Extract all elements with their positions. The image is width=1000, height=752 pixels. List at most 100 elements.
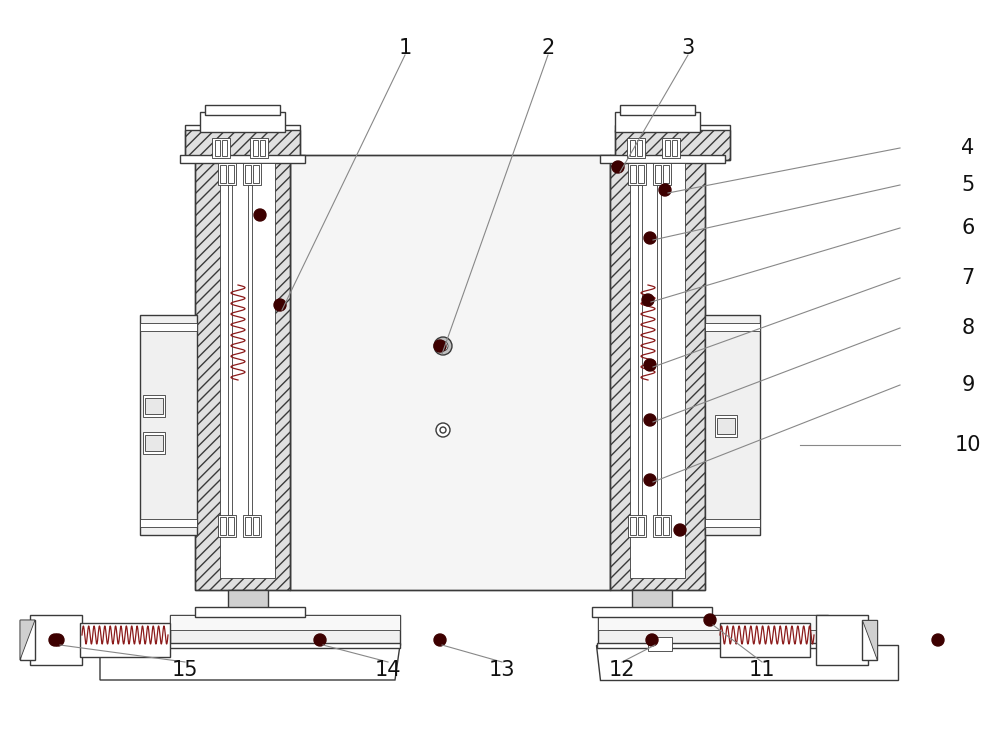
Circle shape xyxy=(704,614,716,626)
Circle shape xyxy=(434,634,446,646)
Circle shape xyxy=(659,184,671,196)
Polygon shape xyxy=(596,645,898,680)
Bar xyxy=(195,607,305,617)
Text: 1: 1 xyxy=(398,38,412,58)
Bar xyxy=(655,165,661,183)
Bar xyxy=(600,155,725,163)
Bar xyxy=(598,615,828,645)
Bar xyxy=(200,112,285,132)
Bar xyxy=(653,163,671,185)
Bar xyxy=(705,315,760,535)
Text: 12: 12 xyxy=(609,660,635,680)
Bar xyxy=(165,643,400,648)
Bar xyxy=(195,155,290,590)
Text: 5: 5 xyxy=(961,175,975,195)
Bar xyxy=(143,432,165,454)
Bar xyxy=(228,165,234,183)
Bar xyxy=(630,165,636,183)
Bar xyxy=(290,155,610,590)
Text: 10: 10 xyxy=(955,435,981,455)
Bar xyxy=(705,519,760,527)
Bar xyxy=(243,515,261,537)
Bar xyxy=(140,323,197,331)
Polygon shape xyxy=(100,645,400,680)
Bar xyxy=(185,130,300,160)
Bar xyxy=(220,163,275,578)
Bar xyxy=(248,185,252,515)
Bar xyxy=(253,140,258,156)
Circle shape xyxy=(434,337,452,355)
Bar xyxy=(598,615,828,630)
Bar xyxy=(228,517,234,535)
Bar xyxy=(228,590,268,625)
Circle shape xyxy=(434,340,446,352)
Bar xyxy=(720,623,810,657)
Bar xyxy=(610,155,705,590)
Text: 6: 6 xyxy=(961,218,975,238)
Bar xyxy=(705,323,760,331)
Circle shape xyxy=(436,423,450,437)
Bar xyxy=(592,607,712,617)
Circle shape xyxy=(49,634,61,646)
Bar xyxy=(638,517,644,535)
Circle shape xyxy=(646,634,658,646)
Bar xyxy=(628,163,646,185)
Bar xyxy=(597,643,830,648)
Circle shape xyxy=(52,634,64,646)
Bar xyxy=(672,140,677,156)
Bar xyxy=(663,165,669,183)
Bar xyxy=(610,155,705,590)
Bar xyxy=(638,165,644,183)
Bar xyxy=(253,517,259,535)
Bar xyxy=(245,517,251,535)
Bar xyxy=(715,415,737,437)
Bar xyxy=(663,517,669,535)
Bar xyxy=(615,112,700,132)
Bar xyxy=(717,418,735,434)
Text: 9: 9 xyxy=(961,375,975,395)
Bar xyxy=(615,130,730,160)
Bar xyxy=(662,138,680,158)
Circle shape xyxy=(644,414,656,426)
Bar xyxy=(665,140,670,156)
Bar xyxy=(816,615,868,665)
Bar xyxy=(253,165,259,183)
Circle shape xyxy=(644,232,656,244)
Bar xyxy=(222,140,227,156)
Bar xyxy=(632,590,672,625)
Bar xyxy=(185,125,300,160)
Bar xyxy=(862,620,877,660)
Circle shape xyxy=(674,524,686,536)
Circle shape xyxy=(932,634,944,646)
Text: 13: 13 xyxy=(489,660,515,680)
Circle shape xyxy=(440,427,446,433)
Bar xyxy=(143,395,165,417)
Bar xyxy=(228,185,232,515)
Bar xyxy=(195,155,290,590)
Bar xyxy=(218,515,236,537)
Text: 3: 3 xyxy=(681,38,695,58)
Bar xyxy=(620,105,695,115)
Bar xyxy=(140,315,197,535)
Circle shape xyxy=(642,294,654,306)
Circle shape xyxy=(314,634,326,646)
Text: 2: 2 xyxy=(541,38,555,58)
Bar xyxy=(180,155,305,163)
Bar xyxy=(205,105,280,115)
Bar xyxy=(628,515,646,537)
Circle shape xyxy=(274,299,286,311)
Text: 15: 15 xyxy=(172,660,198,680)
Bar xyxy=(243,163,261,185)
Text: 11: 11 xyxy=(749,660,775,680)
Bar xyxy=(627,138,645,158)
Bar xyxy=(140,519,197,527)
Text: 7: 7 xyxy=(961,268,975,288)
Bar xyxy=(215,140,220,156)
Bar xyxy=(615,125,730,160)
Bar xyxy=(260,140,265,156)
Circle shape xyxy=(612,161,624,173)
Text: 4: 4 xyxy=(961,138,975,158)
Bar xyxy=(655,517,661,535)
Text: 8: 8 xyxy=(961,318,975,338)
Bar xyxy=(220,165,226,183)
